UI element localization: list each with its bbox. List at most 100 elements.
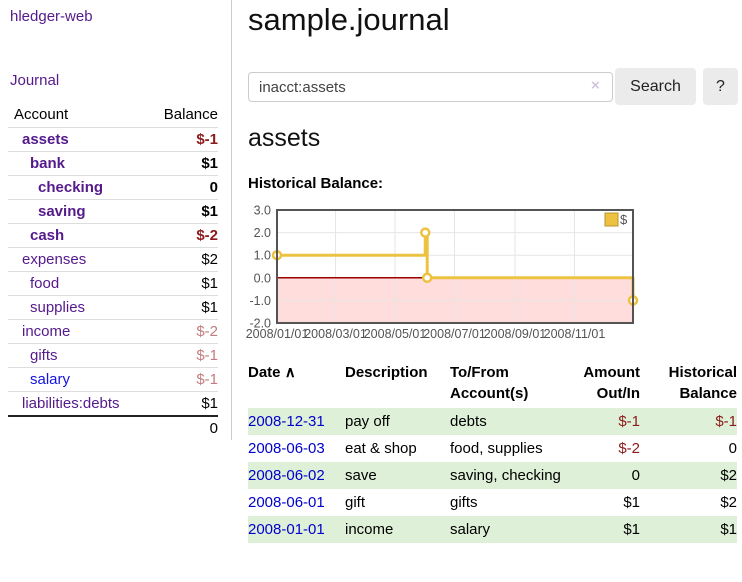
account-row: cash $-2: [8, 223, 218, 248]
account-name-cell: gifts: [8, 343, 145, 368]
accounts-cell: gifts: [450, 494, 478, 511]
account-name-cell: checking: [8, 175, 145, 200]
date-cell: 2008-06-02: [248, 462, 345, 489]
accounts-cell: saving, checking: [450, 467, 561, 484]
accounts-header-balance: Balance: [163, 106, 218, 123]
account-link-liabilities-debts[interactable]: liabilities:debts: [22, 395, 120, 412]
accounts-header-row: Account Balance: [8, 103, 218, 128]
balance-cell: $-1: [715, 413, 737, 430]
amount-cell: $1: [623, 494, 640, 511]
transaction-date-link[interactable]: 2008-06-03: [248, 440, 325, 457]
transaction-date-link[interactable]: 2008-12-31: [248, 413, 325, 430]
y-tick-label: 3.0: [254, 204, 271, 218]
amount-cell: $-1: [618, 413, 640, 430]
account-link-saving[interactable]: saving: [38, 203, 86, 220]
account-row: saving $1: [8, 199, 218, 224]
transaction-date-link[interactable]: 2008-01-01: [248, 521, 325, 538]
account-balance: $-2: [144, 223, 218, 248]
description-cell: pay off: [345, 413, 390, 430]
account-balance: $1: [144, 295, 218, 320]
historical-balance-chart: $3.0 2.0 1.0 0.0 -1.0 -2.0 2008/01/01 2008/03/0…: [240, 200, 680, 348]
y-tick-label: 1.0: [254, 249, 271, 263]
account-link-checking[interactable]: checking: [38, 179, 104, 196]
account-link-supplies[interactable]: supplies: [30, 299, 86, 316]
accounts-total-value: 0: [144, 415, 218, 440]
account-row: salary $-1: [8, 367, 218, 392]
account-link-food[interactable]: food: [30, 275, 60, 292]
account-row: liabilities:debts $1: [8, 391, 218, 416]
account-name-cell: saving: [8, 199, 145, 224]
transaction-row: 2008-06-02 save saving, checking 0 $2: [248, 462, 737, 489]
sidebar: hledger-web Journal Account Balance asse…: [0, 0, 232, 440]
legend-label: $: [620, 212, 628, 227]
account-row: expenses $2: [8, 247, 218, 272]
transaction-date-link[interactable]: 2008-06-01: [248, 494, 325, 511]
account-balance: $-1: [144, 343, 218, 368]
description-cell: gift: [345, 494, 366, 511]
description-cell: income: [345, 521, 394, 538]
account-name-cell: cash: [8, 223, 145, 248]
register-header-amount: Amount Out/In: [583, 364, 640, 402]
page-title: sample.journal: [248, 2, 450, 37]
account-name-cell: bank: [8, 151, 145, 176]
account-link-gifts[interactable]: gifts: [30, 347, 58, 364]
account-row: bank $1: [8, 151, 218, 176]
account-balance: $1: [144, 199, 218, 224]
plot-border: [276, 209, 634, 324]
register-header-balance: Historical Balance: [668, 364, 737, 402]
balance-cell: $1: [720, 521, 737, 538]
x-tick-label: 2008/09/01: [484, 327, 547, 341]
account-link-income[interactable]: income: [22, 323, 71, 340]
x-tick-label: 2008/03/01: [304, 327, 367, 341]
y-tick-label: 0.0: [254, 271, 271, 285]
date-cell: 2008-01-01: [248, 516, 345, 543]
account-page-title: assets: [248, 124, 321, 152]
account-name-cell: expenses: [8, 247, 145, 272]
x-tick-label: 2008/05/01: [364, 327, 427, 341]
x-tick-label: 2008/11/01: [544, 327, 606, 341]
account-name-cell: food: [8, 271, 145, 296]
clear-search-icon[interactable]: ×: [591, 77, 600, 94]
accounts-total-row: 0: [8, 415, 218, 440]
data-point-marker: [421, 272, 433, 284]
description-cell: save: [345, 467, 377, 484]
search-button[interactable]: Search: [615, 68, 696, 105]
account-name-cell: salary: [8, 367, 145, 392]
account-row: checking 0: [8, 175, 218, 200]
account-balance: $-2: [144, 319, 218, 344]
account-balance: $1: [144, 271, 218, 296]
date-header-label: Date: [248, 364, 281, 381]
register-header-date[interactable]: Date ∧: [248, 362, 345, 408]
account-name-cell: supplies: [8, 295, 145, 320]
balance-chart-svg: $3.0 2.0 1.0 0.0 -1.0 -2.02008/01/012008/03/0…: [246, 204, 639, 341]
account-row: assets $-1: [8, 127, 218, 152]
accounts-cell: food, supplies: [450, 440, 543, 457]
account-link-assets[interactable]: assets: [22, 131, 69, 148]
x-tick-label: 2008/01/01: [246, 327, 309, 341]
account-link-salary[interactable]: salary: [30, 371, 71, 388]
date-cell: 2008-06-01: [248, 489, 345, 516]
app-brand-link[interactable]: hledger-web: [10, 8, 93, 25]
balance-cell: 0: [728, 440, 737, 457]
transaction-date-link[interactable]: 2008-06-02: [248, 467, 325, 484]
y-tick-label: 2.0: [254, 226, 271, 240]
sort-ascending-icon: ∧: [284, 364, 296, 381]
account-row: supplies $1: [8, 295, 218, 320]
account-balance: $1: [144, 151, 218, 176]
accounts-cell: debts: [450, 413, 487, 430]
account-name-cell: liabilities:debts: [8, 391, 145, 416]
search-input[interactable]: [248, 72, 613, 102]
help-button[interactable]: ?: [703, 68, 738, 105]
description-cell: eat & shop: [345, 440, 417, 457]
sidebar-item-journal[interactable]: Journal: [10, 72, 60, 89]
data-point-marker: [420, 227, 431, 238]
account-balance: $1: [144, 391, 218, 416]
account-link-cash[interactable]: cash: [30, 227, 65, 244]
account-link-bank[interactable]: bank: [30, 155, 66, 172]
transaction-row: 2008-06-01 gift gifts $1 $2: [248, 489, 737, 516]
transaction-row: 2008-12-31 pay off debts $-1 $-1: [248, 408, 737, 435]
chart-label: Historical Balance:: [248, 175, 384, 192]
amount-cell: $-2: [618, 440, 640, 457]
account-balance: $-1: [144, 127, 218, 152]
account-link-expenses[interactable]: expenses: [22, 251, 87, 268]
